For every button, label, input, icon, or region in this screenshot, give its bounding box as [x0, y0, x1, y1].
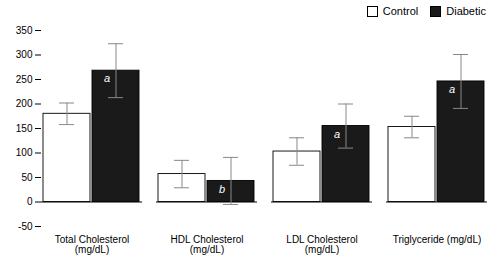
svg-text:150: 150 — [16, 123, 33, 134]
svg-text:200: 200 — [16, 98, 33, 109]
svg-text:a: a — [449, 83, 455, 95]
svg-text:0: 0 — [27, 196, 33, 207]
svg-text:Total Cholesterol(mg/dL): Total Cholesterol(mg/dL) — [55, 234, 129, 255]
svg-text:Triglyceride (mg/dL): Triglyceride (mg/dL) — [393, 234, 482, 245]
svg-text:HDL Cholesterol(mg/dL): HDL Cholesterol(mg/dL) — [171, 234, 244, 255]
svg-text:300: 300 — [16, 49, 33, 60]
svg-text:100: 100 — [16, 147, 33, 158]
svg-text:LDL Cholesterol(mg/dL): LDL Cholesterol(mg/dL) — [286, 234, 357, 255]
svg-text:a: a — [104, 72, 110, 84]
svg-text:a: a — [334, 128, 340, 140]
svg-text:-50: -50 — [18, 221, 33, 232]
svg-text:350: 350 — [16, 25, 33, 36]
svg-text:b: b — [219, 183, 225, 195]
html-text:Diabetic: Diabetic — [446, 5, 486, 17]
svg-text:50: 50 — [21, 172, 33, 183]
html-text:Control: Control — [382, 5, 419, 17]
svg-text:250: 250 — [16, 74, 33, 85]
